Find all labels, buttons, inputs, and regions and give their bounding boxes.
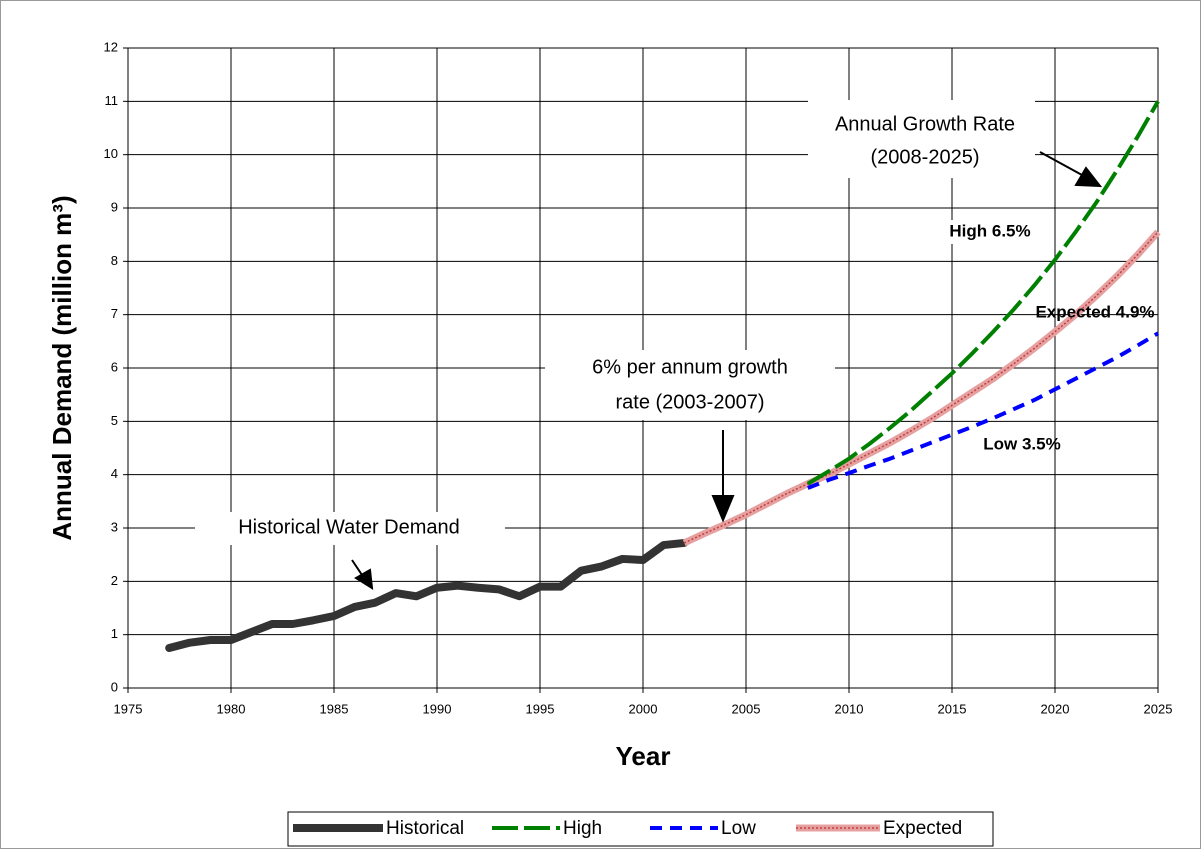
y-tick-label: 0: [111, 679, 118, 694]
y-tick-label: 9: [111, 199, 118, 214]
annotation: High 6.5%: [949, 221, 1030, 240]
series-line: [165, 538, 689, 652]
y-tick-label: 1: [111, 626, 118, 641]
legend-label: Low: [721, 818, 756, 839]
x-tick-label: 1980: [217, 701, 246, 716]
annotation: rate (2003-2007): [616, 391, 765, 413]
arrow-head: [1074, 166, 1103, 188]
y-tick-label: 11: [105, 93, 119, 108]
x-tick-label: 1995: [526, 701, 555, 716]
annotation: (2008-2025): [871, 146, 980, 168]
annotation-bg: [195, 512, 505, 545]
annotation: 6% per annum growth: [592, 356, 788, 378]
annotation-bg: [808, 100, 1035, 178]
x-tick-label: 2025: [1144, 701, 1173, 716]
x-tick-label: 1975: [114, 701, 143, 716]
arrows: [351, 151, 1103, 590]
arrow-head: [354, 568, 374, 590]
x-tick-label: 1985: [320, 701, 349, 716]
y-tick-label: 4: [111, 466, 118, 481]
arrow-head: [711, 495, 735, 523]
x-tick-label: 2020: [1041, 701, 1070, 716]
legend-label: Expected: [883, 818, 962, 839]
y-tick-label: 5: [111, 413, 118, 428]
y-axis-title: Annual Demand (million m³): [47, 195, 77, 540]
series-line: [806, 100, 1160, 486]
y-tick-label: 3: [111, 519, 118, 534]
y-tick-label: 10: [104, 146, 118, 161]
x-tick-label: 2015: [938, 701, 967, 716]
series-line: [807, 331, 1160, 490]
plot-border: [127, 47, 1159, 689]
y-tick-label: 12: [104, 39, 118, 54]
x-axis-title: Year: [616, 741, 671, 771]
x-tick-label: 1990: [423, 701, 452, 716]
annotation: Expected 4.9%: [1035, 302, 1154, 321]
y-tick-label: 7: [111, 306, 118, 321]
y-tick-label: 6: [111, 359, 118, 374]
y-tick-label: 8: [111, 253, 118, 268]
annotation-bg: [948, 220, 1032, 244]
legend-label: Historical: [386, 818, 464, 839]
annotation-bg: [545, 350, 835, 420]
annotation: Low 3.5%: [983, 434, 1060, 453]
arrow: [1039, 151, 1083, 176]
x-tick-label: 2010: [835, 701, 864, 716]
annotation: Annual Growth Rate: [835, 113, 1015, 135]
series-line-overlay: [683, 231, 1159, 544]
legend-label: High: [563, 818, 602, 839]
annotation: Historical Water Demand: [238, 516, 460, 538]
x-tick-label: 2005: [732, 701, 761, 716]
y-tick-label: 2: [111, 573, 118, 588]
x-tick-label: 2000: [629, 701, 658, 716]
